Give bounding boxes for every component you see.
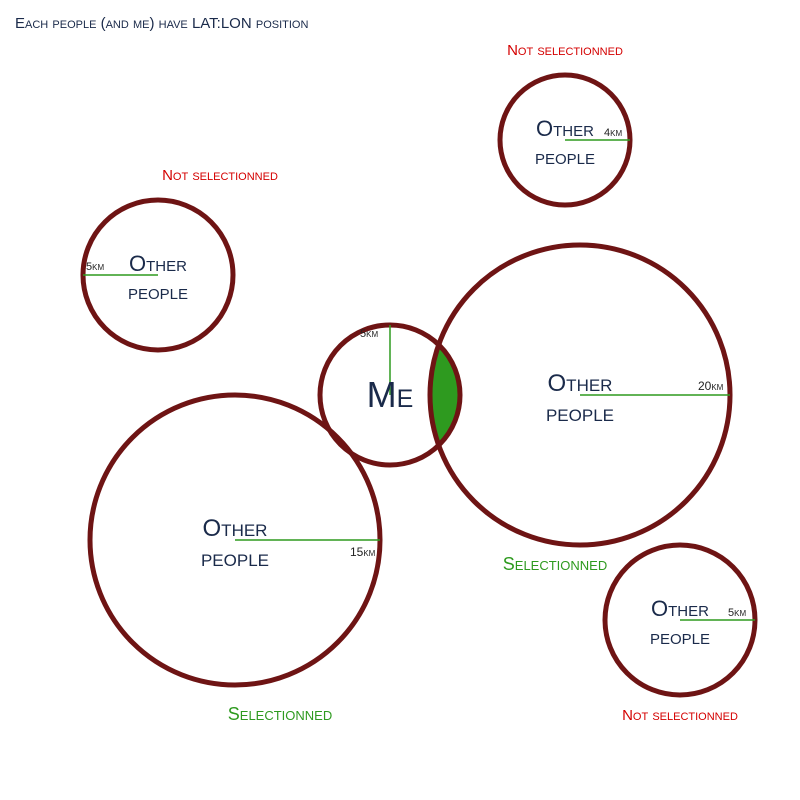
- person-label-top: Other: [536, 116, 594, 141]
- radius-label: 15km: [350, 545, 376, 559]
- person-label-bottom: people: [535, 144, 595, 169]
- status-not-selected: Not selectionned: [507, 42, 623, 59]
- person-label-top: Other: [651, 596, 709, 621]
- person-label-top: Other: [203, 515, 268, 542]
- radius-label: 5km: [360, 328, 378, 340]
- person-label-bottom: people: [650, 624, 710, 649]
- status-not-selected: Not selectionned: [162, 167, 278, 184]
- radius-label: 4km: [604, 127, 622, 139]
- radius-label: 5km: [728, 607, 746, 619]
- person-label-bottom: people: [546, 400, 614, 427]
- person-label-bottom: people: [201, 545, 269, 572]
- radius-label: 5km: [86, 261, 104, 273]
- status-not-selected: Not selectionned: [622, 707, 738, 724]
- person-label-top: Other: [129, 251, 187, 276]
- status-selected: Selectionned: [503, 554, 607, 574]
- page-title: Each people (and me) have LAT:LON positi…: [15, 15, 308, 32]
- person-label-top: Other: [548, 370, 613, 397]
- person-label-bottom: people: [128, 279, 188, 304]
- status-selected: Selectionned: [228, 704, 332, 724]
- radius-label: 20km: [698, 379, 724, 393]
- me-label: Me: [367, 374, 414, 415]
- diagram-canvas: Each people (and me) have LAT:LON positi…: [0, 0, 800, 800]
